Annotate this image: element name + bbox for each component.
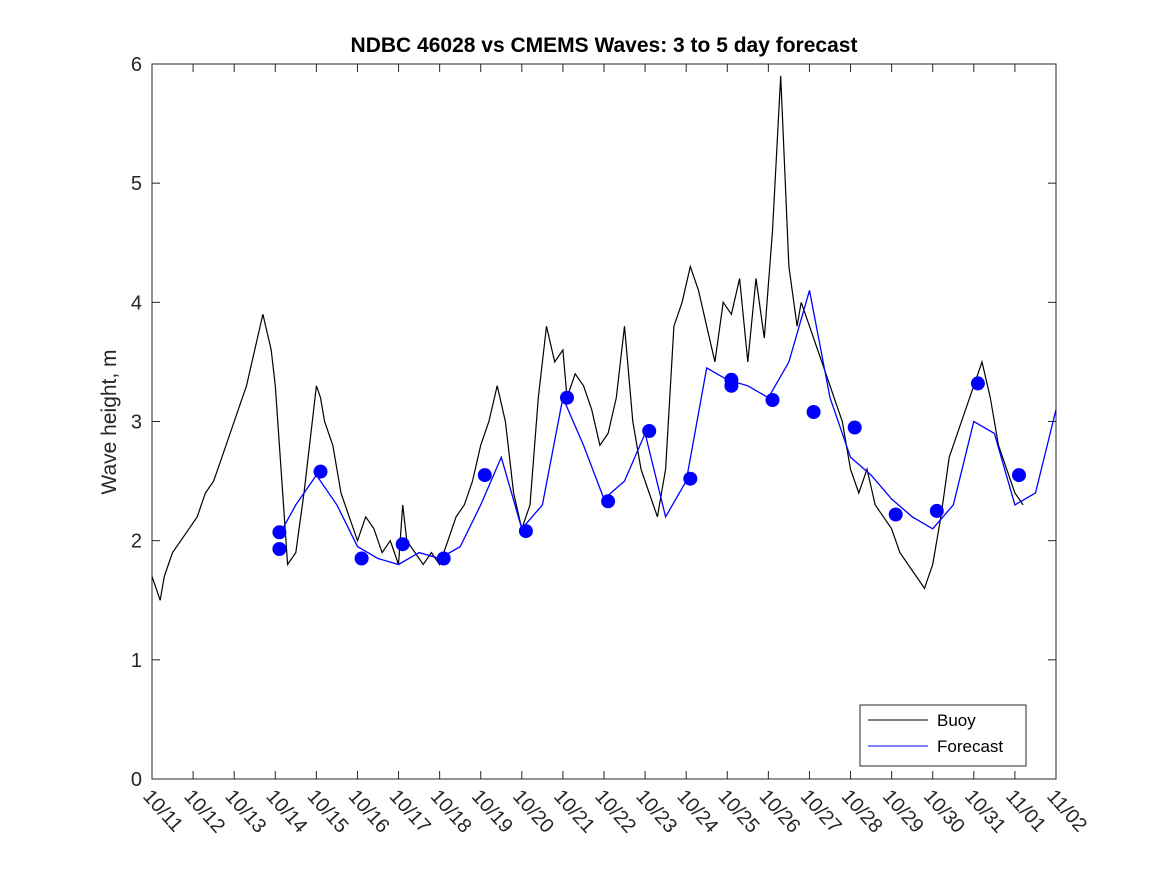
forecast-marker: [888, 507, 903, 522]
x-tick-label: 10/31: [960, 786, 1010, 838]
forecast-marker: [683, 471, 698, 486]
x-tick-label: 10/12: [179, 786, 229, 838]
x-tick-label: 10/22: [590, 786, 640, 838]
x-tick-label: 10/18: [426, 786, 476, 838]
forecast-marker: [724, 378, 739, 393]
forecast-series-line: [278, 290, 1057, 566]
forecast-marker: [313, 464, 328, 479]
forecast-marker: [560, 390, 574, 405]
x-tick-label: 10/19: [467, 786, 517, 838]
x-tick-label: 10/30: [919, 786, 969, 838]
forecast-marker: [765, 393, 780, 407]
forecast-marker: [929, 503, 944, 518]
y-tick-label: 2: [131, 531, 142, 553]
x-tick-label: 11/01: [1001, 786, 1050, 837]
chart-title: NDBC 46028 vs CMEMS Waves: 3 to 5 day fo…: [351, 34, 858, 57]
legend: Buoy Forecast: [859, 704, 1027, 767]
y-tick-label: 5: [131, 173, 142, 195]
forecast-marker: [436, 551, 451, 566]
y-tick-label: 1: [131, 650, 142, 672]
legend-buoy-label: Buoy: [937, 711, 976, 730]
forecast-marker: [354, 551, 369, 566]
x-tick-label: 10/25: [714, 786, 764, 838]
x-tick-label: 10/28: [837, 786, 887, 838]
y-axis: 0 1 2 3 4 5 6: [131, 54, 1056, 791]
forecast-marker: [1012, 468, 1026, 483]
x-tick-label: 10/27: [796, 786, 846, 838]
x-tick-label: 10/26: [755, 786, 805, 838]
x-tick-label: 10/17: [385, 786, 435, 838]
x-tick-label: 10/24: [672, 786, 722, 838]
forecast-marker: [601, 494, 616, 509]
y-tick-label: 3: [131, 412, 142, 434]
y-tick-label: 4: [131, 292, 142, 314]
x-tick-label: 10/14: [262, 786, 312, 838]
y-axis-label: Wave height, m: [98, 349, 121, 494]
x-tick-label: 10/29: [878, 786, 928, 838]
legend-box: [859, 704, 1027, 767]
x-tick-label: 10/15: [303, 786, 353, 838]
forecast-marker: [272, 525, 287, 540]
plot-area: [151, 63, 1057, 780]
forecast-marker: [847, 420, 862, 435]
x-tick-label: 10/21: [549, 786, 599, 838]
x-tick-label: 10/11: [138, 786, 187, 837]
x-tick-label: 10/13: [220, 786, 270, 838]
series-layer: [151, 75, 1057, 601]
x-tick-label: 10/23: [631, 786, 681, 838]
forecast-marker: [806, 405, 821, 419]
forecast-marker: [970, 376, 985, 391]
x-tick-label: 10/20: [508, 786, 558, 838]
forecast-marker: [642, 424, 657, 438]
forecast-marker: [518, 524, 533, 539]
buoy-series-line: [151, 75, 1024, 601]
legend-forecast-label: Forecast: [937, 737, 1003, 756]
x-tick-label: 11/02: [1042, 786, 1091, 837]
forecast-marker: [272, 542, 287, 556]
y-tick-label: 0: [131, 769, 142, 791]
x-tick-label: 10/16: [344, 786, 394, 838]
forecast-marker: [395, 537, 410, 552]
forecast-marker: [477, 468, 492, 483]
y-tick-label: 6: [131, 54, 142, 76]
